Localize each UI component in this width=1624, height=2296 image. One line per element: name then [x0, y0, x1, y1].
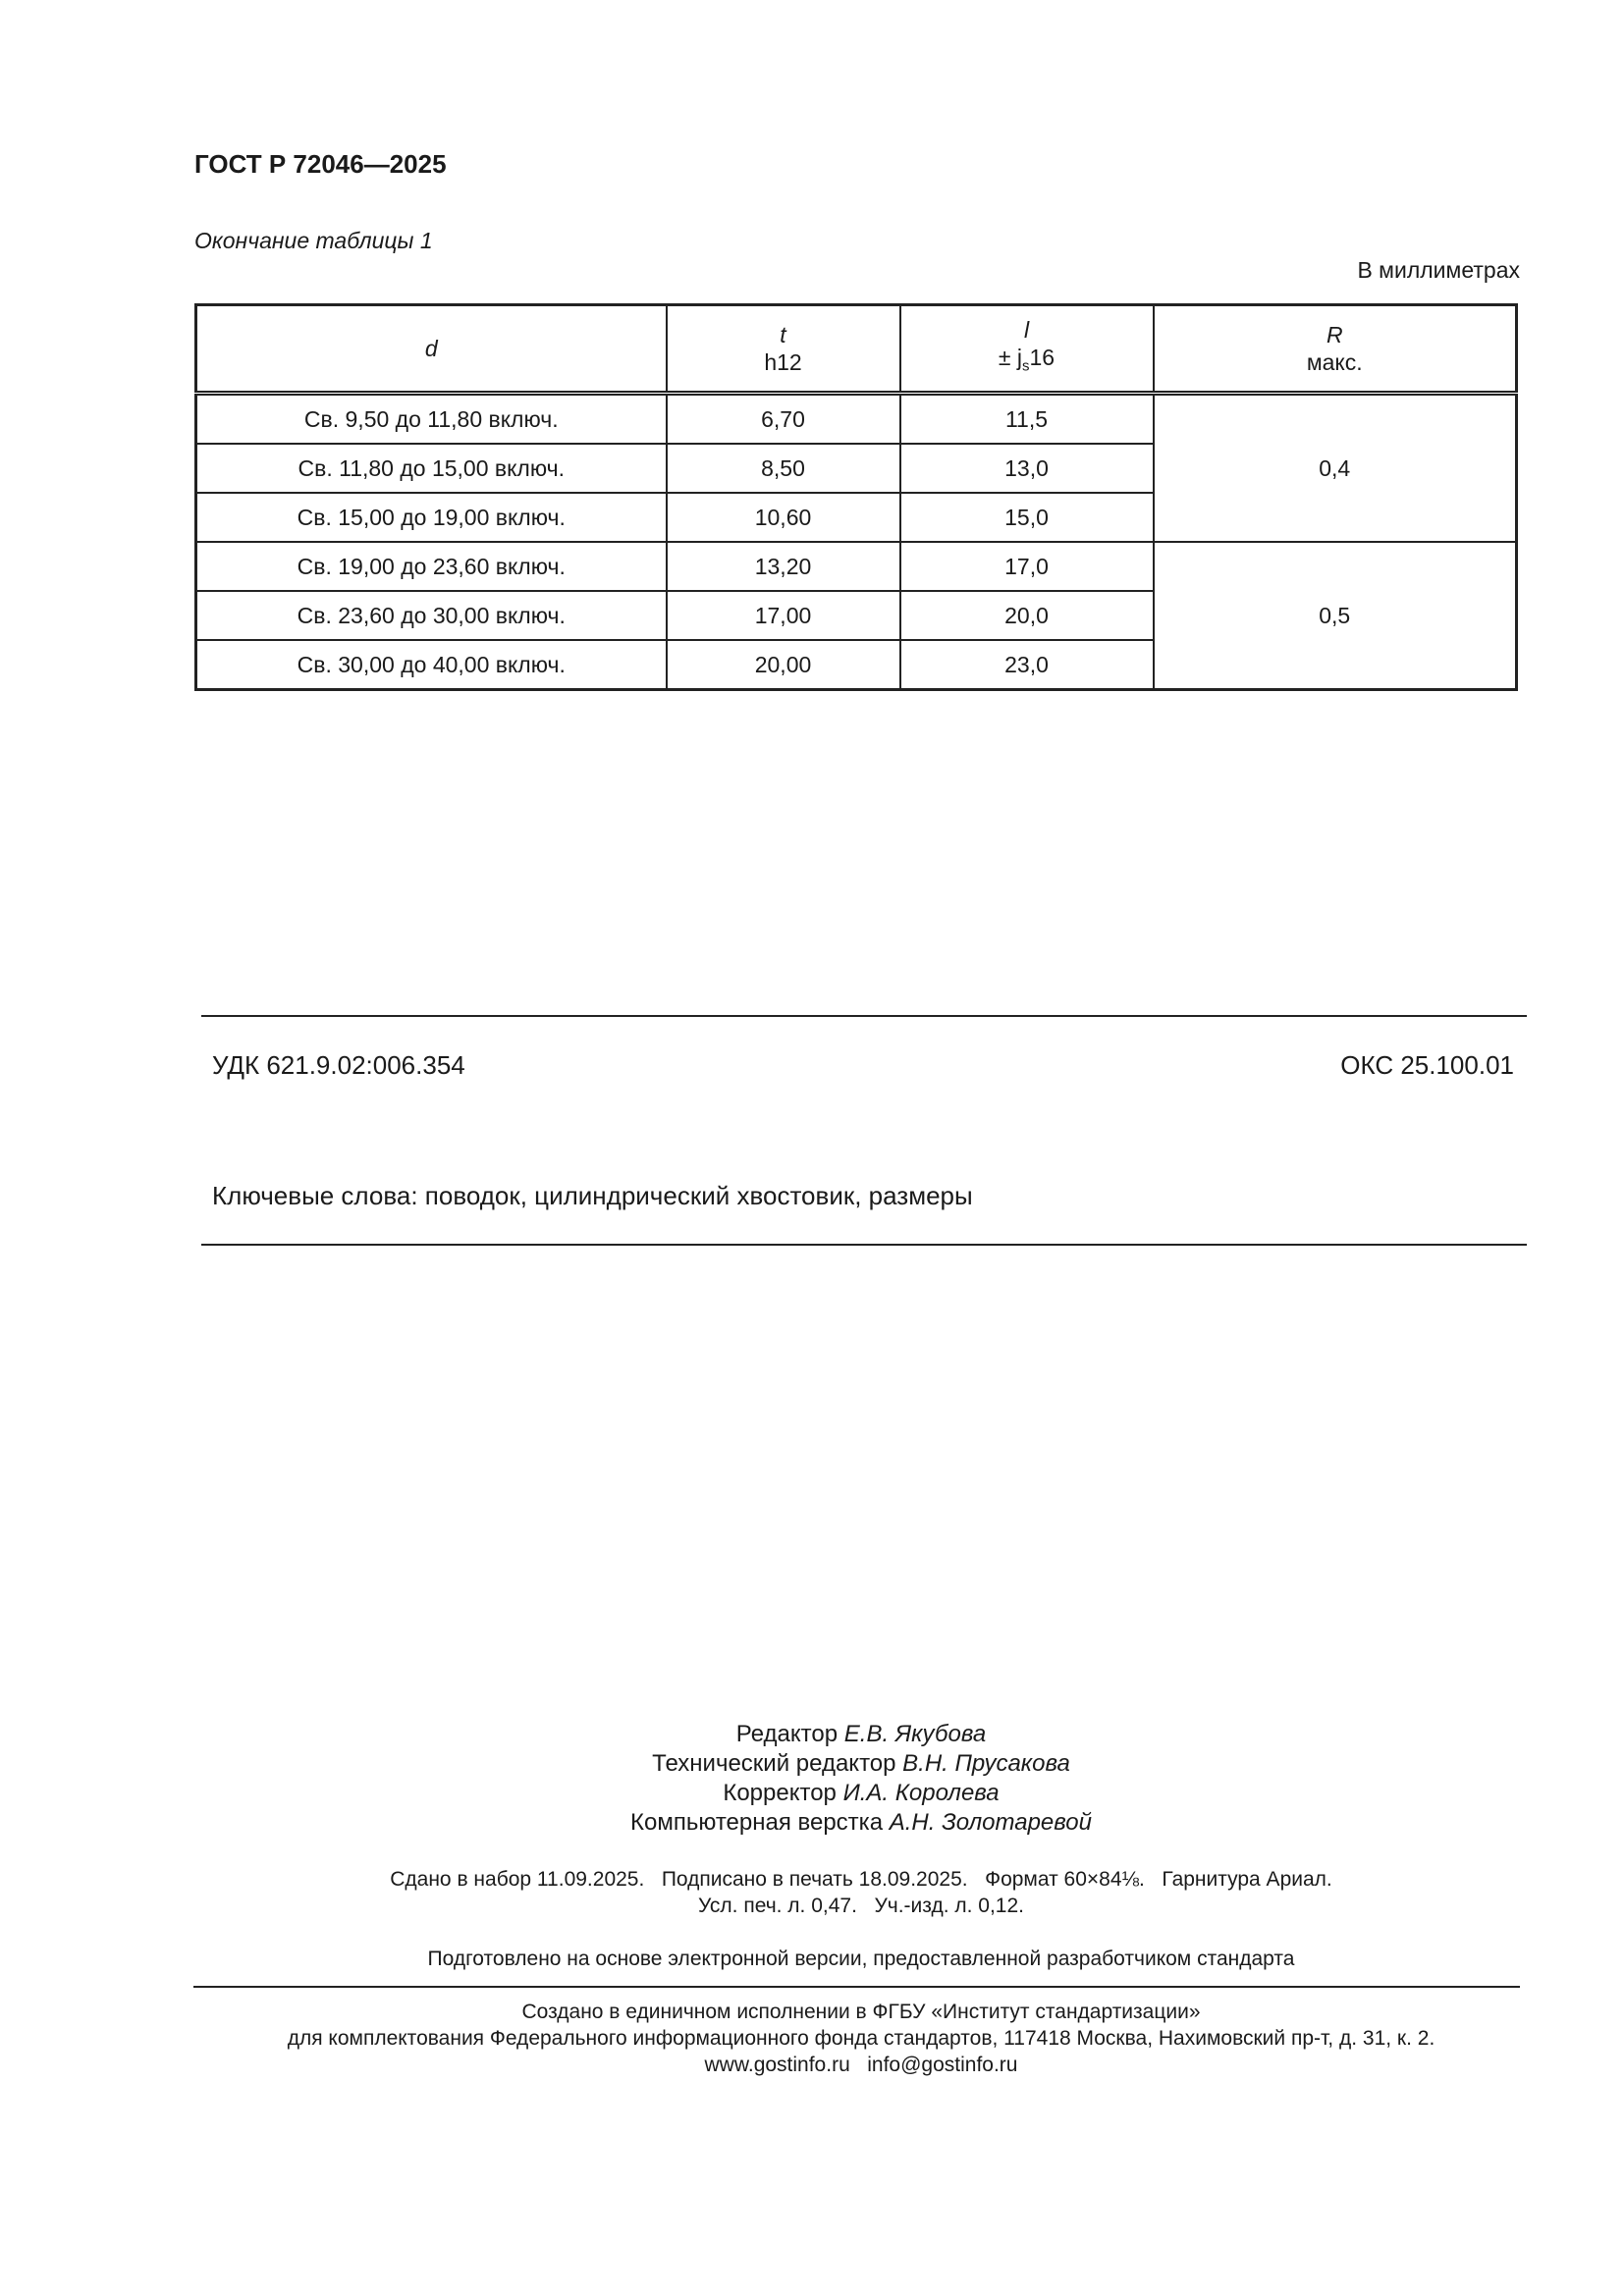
credit-role: Корректор [723, 1780, 837, 1806]
cell-t: 20,00 [665, 639, 901, 691]
cell-r: 0,5 [1152, 541, 1518, 691]
credit-proofreader: Корректор И.А. Королева [0, 1779, 1624, 1808]
cell-t: 17,00 [665, 590, 901, 641]
credit-layout: Компьютерная верстка А.Н. Золотаревой [0, 1808, 1624, 1838]
document-id: ГОСТ Р 72046—2025 [194, 149, 447, 179]
column-header-d: d [194, 303, 668, 396]
cell-l: 23,0 [898, 639, 1155, 691]
table-units: В миллиметрах [1357, 257, 1520, 283]
header-note: макс. [1306, 349, 1363, 375]
credit-name: Е.В. Якубова [843, 1721, 987, 1747]
credit-tech-editor: Технический редактор В.Н. Прусакова [0, 1749, 1624, 1779]
credit-name: И.А. Королева [842, 1780, 1000, 1806]
credits: Редактор Е.В. Якубова Технический редакт… [0, 1720, 1624, 1838]
cell-t: 8,50 [665, 443, 901, 494]
cell-r: 0,4 [1152, 392, 1518, 543]
column-header-l: l ± js16 [898, 303, 1155, 396]
cell-l: 20,0 [898, 590, 1155, 641]
imprint-line-1: Сдано в набор 11.09.2025. Подписано в пе… [390, 1868, 1332, 1891]
header-symbol: d [424, 336, 438, 361]
header-tolerance-index: s [1022, 357, 1030, 375]
cell-t: 13,20 [665, 541, 901, 592]
cell-l: 15,0 [898, 492, 1155, 543]
imprint-line-2: Усл. печ. л. 0,47. Уч.-изд. л. 0,12. [697, 1895, 1024, 1917]
udk-code: УДК 621.9.02:006.354 [212, 1050, 465, 1080]
credit-editor: Редактор Е.В. Якубова [0, 1720, 1624, 1749]
header-tolerance: h12 [764, 349, 802, 375]
cell-d: Св. 9,50 до 11,80 включ. [194, 392, 668, 445]
header-symbol: l [1023, 317, 1030, 344]
cell-d: Св. 11,80 до 15,00 включ. [194, 443, 668, 494]
credit-role: Редактор [735, 1721, 839, 1747]
cell-d: Св. 23,60 до 30,00 включ. [194, 590, 668, 641]
column-header-t: t h12 [665, 303, 901, 396]
cell-l: 11,5 [898, 392, 1155, 445]
cell-l: 13,0 [898, 443, 1155, 494]
credit-name: А.Н. Золотаревой [889, 1809, 1092, 1836]
footer-line-2: для комплектования Федерального информац… [287, 2027, 1435, 2050]
cell-t: 6,70 [665, 392, 901, 445]
cell-d: Св. 19,00 до 23,60 включ. [194, 541, 668, 592]
divider [201, 1015, 1527, 1017]
credit-role: Компьютерная верстка [630, 1809, 884, 1836]
header-tolerance-grade: 16 [1029, 345, 1056, 371]
table-row: Св. 15,00 до 19,00 включ. 10,60 15,0 [194, 492, 1517, 543]
header-tolerance: ± j [998, 345, 1023, 371]
credit-name: В.Н. Прусакова [902, 1750, 1070, 1777]
divider [193, 1986, 1520, 1988]
header-symbol: R [1326, 322, 1343, 347]
footer-contacts: www.gostinfo.ru info@gostinfo.ru [704, 2054, 1018, 2076]
divider [201, 1244, 1527, 1246]
oks-code: ОКС 25.100.01 [1340, 1050, 1514, 1080]
cell-l: 17,0 [898, 541, 1155, 592]
keywords: Ключевые слова: поводок, цилиндрический … [212, 1181, 973, 1210]
cell-d: Св. 15,00 до 19,00 включ. [194, 492, 668, 543]
cell-d: Св. 30,00 до 40,00 включ. [194, 639, 668, 691]
table-row: Св. 9,50 до 11,80 включ. 6,70 11,5 0,4 [194, 392, 1518, 543]
table-row: Св. 11,80 до 15,00 включ. 8,50 13,0 [194, 443, 1517, 494]
header-symbol: t [780, 322, 786, 347]
cell-t: 10,60 [665, 492, 901, 543]
prepared-note: Подготовлено на основе электронной верси… [427, 1948, 1295, 1970]
table-row: Св. 30,00 до 40,00 включ. 20,00 23,0 [194, 639, 1517, 691]
table-caption: Окончание таблицы 1 [194, 228, 433, 253]
table-row: Св. 19,00 до 23,60 включ. 13,20 17,0 0,5 [194, 541, 1518, 691]
footer-line-1: Создано в единичном исполнении в ФГБУ «И… [521, 2001, 1201, 2023]
table-row: Св. 23,60 до 30,00 включ. 17,00 20,0 [194, 590, 1517, 641]
credit-role: Технический редактор [652, 1750, 896, 1777]
